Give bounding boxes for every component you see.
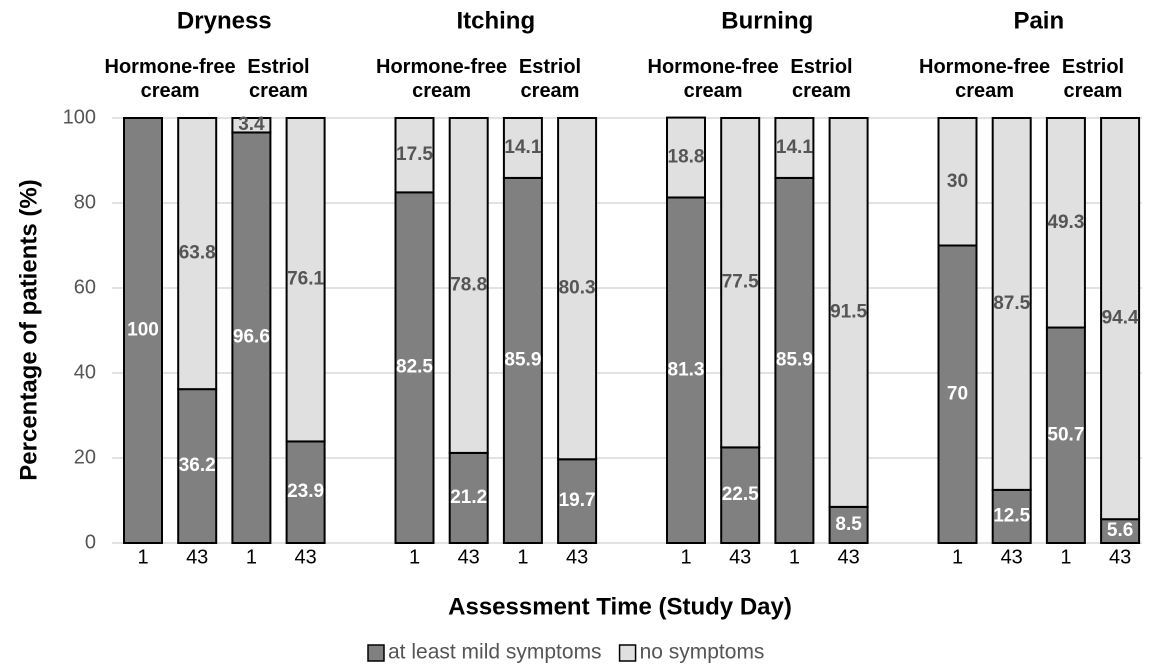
x-tick-label: 1 [246, 546, 257, 568]
value-label: 50.7 [1047, 424, 1084, 445]
bar-segment [991, 117, 1032, 491]
value-label: 8.5 [835, 514, 862, 535]
bar-segment [1045, 326, 1086, 544]
subgroup-label: Hormone-free cream [105, 56, 236, 102]
x-tick-label: 1 [952, 546, 963, 568]
bar-segment [774, 176, 815, 545]
legend-label: at least mild symptoms [388, 641, 602, 664]
y-tick-label: 80 [74, 191, 96, 213]
value-label: 96.6 [233, 327, 270, 348]
bar-segment [937, 117, 978, 247]
x-tick-label: 1 [680, 546, 691, 568]
x-tick-label: 1 [1060, 546, 1071, 568]
y-axis-title: Percentage of patients (%) [15, 179, 42, 480]
bar-segment [448, 117, 489, 454]
value-label: 91.5 [830, 301, 867, 322]
bar-segment [774, 117, 815, 179]
y-tick-label: 60 [74, 276, 96, 298]
bar-segment [177, 117, 218, 391]
bar-segment [991, 488, 1032, 544]
legend-label: no symptoms [640, 641, 765, 664]
subgroup-label: Hormone-free cream [919, 56, 1050, 102]
value-label: 14.1 [776, 137, 813, 158]
legend-swatch [367, 644, 385, 662]
value-label: 70 [947, 383, 968, 404]
bar-segment [448, 451, 489, 544]
y-tick-label: 20 [74, 446, 96, 468]
x-tick-label: 43 [186, 546, 208, 568]
value-label: 85.9 [776, 349, 813, 370]
bar-segment [502, 117, 543, 179]
value-label: 85.9 [504, 349, 541, 370]
value-label: 36.2 [179, 455, 216, 476]
value-label: 12.5 [993, 505, 1030, 526]
value-label: 23.9 [287, 481, 324, 502]
subgroup-label: Estriol cream [790, 56, 852, 102]
value-label: 77.5 [722, 272, 759, 293]
x-tick-label: 43 [566, 546, 588, 568]
x-tick-label: 1 [137, 546, 148, 568]
bar-segment [828, 117, 869, 508]
value-label: 100 [127, 320, 159, 341]
group-title: Dryness [177, 7, 272, 34]
value-label: 49.3 [1047, 212, 1084, 233]
x-tick-label: 43 [837, 546, 859, 568]
bar-segment [720, 446, 761, 544]
value-label: 94.4 [1102, 308, 1139, 329]
legend-swatch [618, 644, 637, 662]
group-title: Itching [456, 7, 535, 34]
value-label: 22.5 [722, 484, 759, 505]
x-tick-label: 43 [458, 546, 480, 568]
bar-segment [666, 196, 706, 544]
bar-segment [1045, 117, 1086, 329]
value-label: 3.4 [238, 114, 265, 135]
value-label: 18.8 [668, 147, 705, 168]
value-label: 5.6 [1107, 520, 1133, 541]
y-tick-label: 40 [74, 361, 96, 383]
x-tick-label: 43 [729, 546, 751, 568]
x-tick-label: 43 [1109, 546, 1131, 568]
value-label: 87.5 [993, 293, 1030, 314]
value-label: 63.8 [179, 243, 216, 264]
bar-segment [557, 117, 598, 461]
value-label: 82.5 [396, 357, 433, 378]
bar-segment [123, 117, 163, 544]
x-tick-label: 43 [1001, 546, 1023, 568]
subgroup-label: Estriol cream [519, 56, 581, 102]
x-tick-label: 1 [517, 546, 528, 568]
subgroup-label: Hormone-free cream [376, 56, 507, 102]
y-tick-label: 0 [85, 531, 96, 553]
subgroup-label: Hormone-free cream [648, 56, 779, 102]
x-tick-label: 1 [789, 546, 800, 568]
x-tick-label: 1 [409, 546, 420, 568]
value-label: 76.1 [287, 269, 324, 290]
subgroup-label: Estriol cream [1062, 56, 1124, 102]
value-label: 81.3 [668, 359, 705, 380]
bar-segment [666, 116, 706, 199]
value-label: 14.1 [504, 137, 541, 158]
y-tick-label: 100 [63, 106, 96, 128]
value-label: 80.3 [559, 278, 596, 299]
value-label: 21.2 [450, 487, 487, 508]
bar-segment [394, 117, 435, 194]
bar-segment [231, 117, 272, 134]
value-label: 19.7 [559, 490, 596, 511]
bar-segment [828, 505, 869, 544]
bar-segment [177, 388, 218, 544]
subgroup-label: Estriol cream [247, 56, 309, 102]
bar-segment [285, 117, 326, 443]
bar-segment [720, 117, 761, 449]
group-title: Burning [721, 7, 813, 34]
value-label: 17.5 [396, 144, 433, 165]
bar-segment [1100, 117, 1141, 521]
x-axis-title: Assessment Time (Study Day) [448, 593, 792, 620]
value-label: 78.8 [450, 274, 487, 295]
x-tick-label: 43 [294, 546, 316, 568]
value-label: 30 [947, 171, 968, 192]
group-title: Pain [1013, 7, 1064, 34]
